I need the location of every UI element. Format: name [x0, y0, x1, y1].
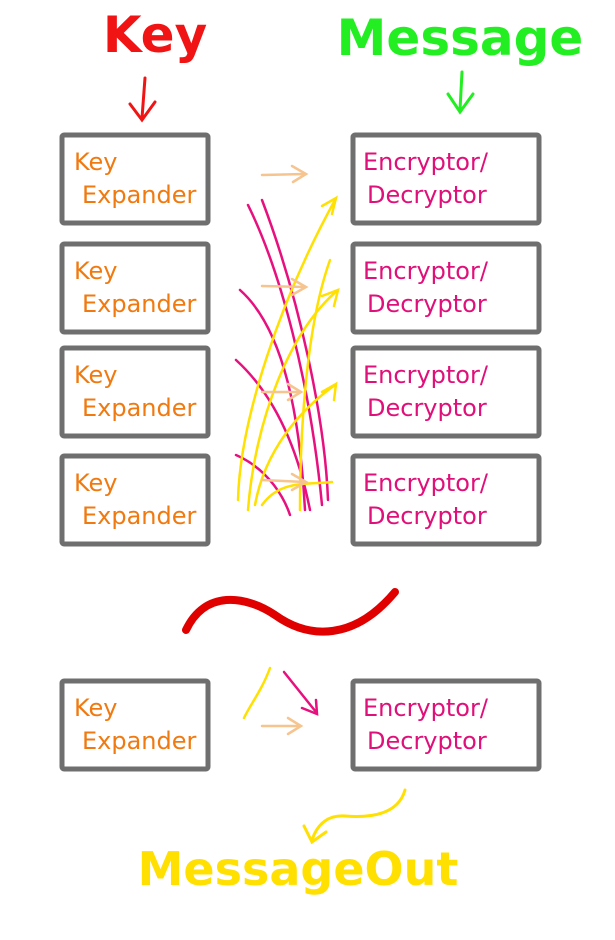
encryptor-decryptor-box: Encryptor/Decryptor: [350, 678, 542, 772]
key-expander-box: Key Expander: [59, 241, 211, 335]
encryptor-line1: Encryptor/: [363, 694, 489, 722]
key-schedule-crossing-lines: [234, 198, 340, 517]
key-expander-line2: Expander: [82, 181, 197, 209]
round-key-arrows: [260, 164, 309, 492]
encryptor-decryptor-box: Encryptor/Decryptor: [350, 132, 542, 226]
key-expander-line1: Key: [74, 469, 118, 497]
message-out-label: MessageOut: [138, 842, 459, 896]
output-arrow: [302, 788, 407, 845]
encryptor-decryptor-box: Encryptor/Decryptor: [350, 345, 542, 439]
key-expander-line1: Key: [74, 361, 118, 389]
stage-row: Key Expander Encryptor/Decryptor: [59, 132, 542, 226]
stage-row: Key Expander Encryptor/Decryptor: [59, 678, 542, 772]
encryptor-line1: Encryptor/: [363, 469, 489, 497]
key-expander-box: Key Expander: [59, 132, 211, 226]
key-expander-box: Key Expander: [59, 345, 211, 439]
stage-row: Key Expander Encryptor/Decryptor: [59, 453, 542, 547]
encryptor-line2: Decryptor: [367, 181, 487, 209]
final-stage-arrows: [242, 666, 319, 736]
stages: Key Expander Encryptor/Decryptor Key Expande…: [59, 132, 542, 772]
key-expander-line2: Expander: [82, 727, 197, 755]
key-expander-box: Key Expander: [59, 453, 211, 547]
stage-row: Key Expander Encryptor/Decryptor: [59, 345, 542, 439]
key-expander-line1: Key: [74, 148, 118, 176]
key-expander-line2: Expander: [82, 502, 197, 530]
encryptor-decryptor-box: Encryptor/Decryptor: [350, 241, 542, 335]
key-expander-line2: Expander: [82, 394, 197, 422]
key-input-arrow: [128, 76, 157, 123]
message-input-arrow: [446, 70, 475, 115]
key-expander-line1: Key: [74, 257, 118, 285]
stage-row: Key Expander Encryptor/Decryptor: [59, 241, 542, 335]
yellow-arrowheads: [320, 195, 340, 402]
encryptor-line2: Decryptor: [367, 394, 487, 422]
message-label: Message: [337, 9, 584, 67]
key-expander-box: Key Expander: [59, 678, 211, 772]
encryptor-line1: Encryptor/: [363, 257, 489, 285]
encryptor-decryptor-box: Encryptor/Decryptor: [350, 453, 542, 547]
encryptor-line1: Encryptor/: [363, 148, 489, 176]
encryptor-line1: Encryptor/: [363, 361, 489, 389]
key-expander-line2: Expander: [82, 290, 197, 318]
tilde-separator: [182, 588, 399, 636]
encryptor-line2: Decryptor: [367, 290, 487, 318]
encryptor-line2: Decryptor: [367, 502, 487, 530]
key-expander-line1: Key: [74, 694, 118, 722]
encryptor-line2: Decryptor: [367, 727, 487, 755]
key-label: Key: [103, 6, 207, 64]
